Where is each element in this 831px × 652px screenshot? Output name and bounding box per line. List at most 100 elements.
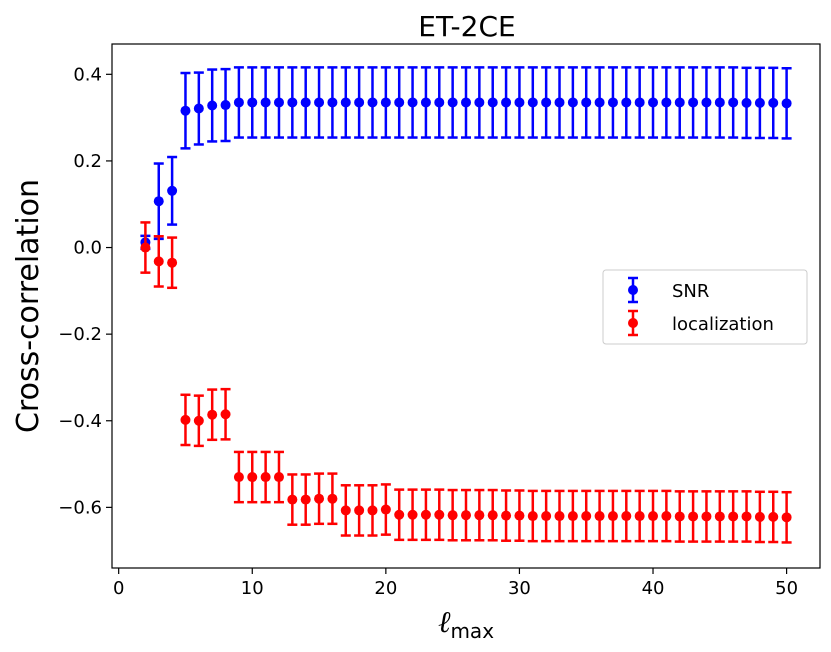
data-point [514,510,525,521]
data-point [514,97,525,108]
data-point [607,511,618,522]
data-point [754,97,765,108]
data-point [300,97,311,108]
y-tick-label: 0.4 [73,64,102,85]
data-point [260,472,271,483]
y-tick-label: −0.4 [58,411,102,432]
data-point [340,505,351,516]
data-point [287,494,298,505]
data-point [621,511,632,522]
data-point [434,97,445,108]
data-point [140,242,151,253]
data-point [567,511,578,522]
data-point [420,509,431,520]
data-point [714,511,725,522]
data-point [688,97,699,108]
data-point [607,97,618,108]
data-point [207,100,218,111]
y-axis: 0.4 0.2 0.0 −0.2 −0.4 −0.6 [58,64,112,518]
data-point [447,510,458,521]
data-point [354,97,365,108]
data-point [167,185,178,196]
data-point [688,511,699,522]
data-point [768,511,779,522]
series-layer [140,66,792,544]
data-point [674,511,685,522]
data-point [260,97,271,108]
data-point [728,97,739,108]
data-point [407,509,418,520]
data-point [728,511,739,522]
data-point [754,511,765,522]
data-point [180,414,191,425]
data-point [314,493,325,504]
plot-area [111,43,821,569]
x-tick-label: 10 [241,578,264,599]
data-point [781,512,792,523]
x-axis-label-subscript: max [450,619,494,643]
data-point [487,97,498,108]
data-point [594,97,605,108]
data-point [661,97,672,108]
data-point [527,511,538,522]
x-axis-label: ℓmax [438,605,494,643]
series-snr [140,66,792,251]
data-point [714,97,725,108]
data-point [340,97,351,108]
data-point [407,97,418,108]
data-point [153,196,164,207]
data-point [420,97,431,108]
data-point [300,494,311,505]
data-point [741,511,752,522]
x-tick-label: 50 [775,578,798,599]
data-point [701,97,712,108]
series-localization [140,221,792,544]
data-point [501,97,512,108]
data-point [273,97,284,108]
data-point [233,472,244,483]
data-point [567,97,578,108]
data-point [527,97,538,108]
legend-marker-localization [628,309,638,337]
data-point [233,97,244,108]
data-point [367,505,378,516]
y-tick-label: 0.0 [73,238,102,259]
data-point [153,256,164,267]
data-point [541,511,552,522]
data-point [247,97,258,108]
y-tick-label: 0.2 [73,151,102,172]
data-point [581,97,592,108]
x-tick-label: 0 [113,578,124,599]
x-axis-label-symbol: ℓ [438,605,451,640]
data-point [621,97,632,108]
data-point [474,97,485,108]
y-tick-label: −0.2 [58,324,102,345]
data-point [461,97,471,108]
data-point [661,511,672,522]
x-tick-label: 40 [642,578,665,599]
data-point [541,97,552,108]
data-point [434,509,445,520]
legend-label-localization: localization [672,314,774,335]
data-point [648,97,659,108]
data-point [380,97,391,108]
data-point [354,505,365,516]
data-point [380,504,391,515]
data-point [193,103,204,114]
data-point [394,509,405,520]
data-point [247,472,258,483]
data-point [487,510,498,521]
x-tick-label: 20 [374,578,397,599]
data-point [474,510,485,521]
data-point [193,415,204,426]
legend-box [602,269,808,345]
data-point [674,97,685,108]
data-point [287,97,298,108]
y-axis-label: Cross-correlation [11,179,46,433]
data-point [327,493,338,504]
x-tick-label: 30 [508,578,531,599]
legend-marker-snr [628,276,638,304]
x-axis: 0 10 20 30 40 50 [113,568,798,599]
data-point [581,511,592,522]
